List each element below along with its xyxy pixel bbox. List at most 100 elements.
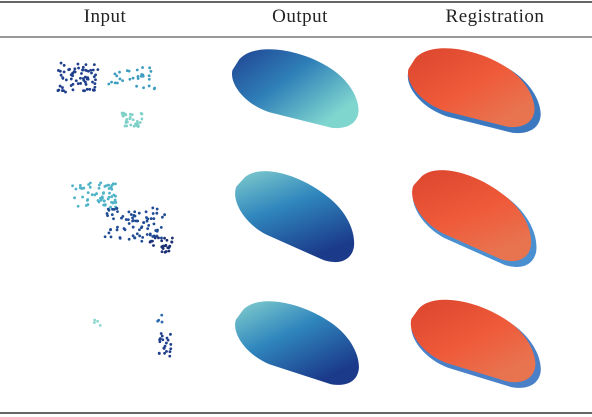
input-point <box>148 74 151 77</box>
input-point <box>146 227 149 230</box>
input-point <box>77 205 80 208</box>
input-point <box>136 122 139 125</box>
input-point <box>146 233 149 236</box>
input-point <box>94 74 97 77</box>
input-point <box>80 72 83 75</box>
input-point <box>169 333 172 336</box>
input-point <box>141 66 144 69</box>
input-point <box>157 236 160 239</box>
input-point <box>64 91 67 94</box>
input-point <box>148 66 151 69</box>
input-point <box>95 192 98 195</box>
input-point <box>70 78 73 81</box>
input-point <box>135 85 138 88</box>
input-point <box>142 221 145 224</box>
input-point <box>153 87 156 90</box>
input-point <box>148 85 151 88</box>
input-point <box>98 184 101 187</box>
input-point <box>136 232 139 235</box>
input-point <box>168 246 171 249</box>
input-point <box>169 350 172 353</box>
input-point <box>104 204 107 207</box>
input-point <box>153 222 156 225</box>
input-point <box>104 235 107 238</box>
input-point <box>106 214 109 217</box>
input-point <box>112 217 115 220</box>
input-point <box>149 234 152 237</box>
input-point <box>98 187 101 190</box>
input-point <box>127 210 130 213</box>
input-point <box>109 206 112 209</box>
input-point <box>75 79 78 82</box>
input-point <box>108 209 111 212</box>
input-point <box>162 347 165 350</box>
input-point <box>59 85 62 88</box>
input-point <box>124 113 127 116</box>
input-point <box>110 186 113 189</box>
input-point <box>165 250 168 253</box>
input-point <box>141 74 144 77</box>
input-point <box>126 69 129 72</box>
input-point <box>61 86 64 89</box>
input-point <box>110 201 113 204</box>
input-point <box>164 244 167 247</box>
input-point <box>87 191 90 194</box>
input-point <box>60 62 63 65</box>
input-point <box>171 241 174 244</box>
input-point <box>128 238 131 241</box>
registration-car <box>402 288 553 394</box>
input-point <box>150 217 153 220</box>
input-point <box>139 121 142 124</box>
input-point <box>120 217 123 220</box>
input-point <box>77 67 80 70</box>
input-point <box>114 82 117 85</box>
input-point <box>128 78 131 81</box>
input-point <box>96 68 99 71</box>
input-point <box>116 228 119 231</box>
input-point <box>57 89 60 92</box>
input-point <box>168 355 171 358</box>
input-point <box>94 82 97 85</box>
input-point <box>109 228 112 231</box>
input-point <box>85 204 88 207</box>
input-point <box>72 88 75 91</box>
input-point <box>93 321 96 324</box>
input-point <box>93 63 96 66</box>
input-point <box>77 63 80 66</box>
input-point <box>133 236 136 239</box>
input-point <box>119 78 122 81</box>
input-point <box>103 199 106 202</box>
input-point <box>65 79 68 82</box>
input-point <box>102 191 105 194</box>
input-point <box>140 226 143 229</box>
input-point <box>92 69 95 72</box>
input-point <box>138 235 141 238</box>
input-point <box>133 125 136 128</box>
input-point <box>112 194 115 197</box>
input-point <box>147 224 150 227</box>
input-point <box>87 70 90 73</box>
input-point <box>131 217 134 220</box>
input-point <box>71 184 74 187</box>
input-point <box>88 88 91 91</box>
registration-car <box>400 38 551 138</box>
input-point <box>142 86 145 89</box>
registration-car <box>401 156 554 274</box>
input-point <box>115 207 118 210</box>
input-point <box>92 89 95 92</box>
input-point <box>161 338 164 341</box>
input-point <box>160 332 163 335</box>
input-point <box>89 182 92 185</box>
input-point <box>165 350 168 353</box>
input-point <box>63 64 66 67</box>
input-point <box>163 237 166 240</box>
input-point <box>163 213 166 216</box>
input-point <box>93 319 96 322</box>
figure-table: Input Output Registration <box>0 0 592 417</box>
input-point <box>107 184 110 187</box>
input-point <box>165 342 168 345</box>
input-point <box>73 67 76 70</box>
input-point <box>125 125 128 128</box>
input-point <box>79 186 82 189</box>
input-point <box>159 337 162 340</box>
